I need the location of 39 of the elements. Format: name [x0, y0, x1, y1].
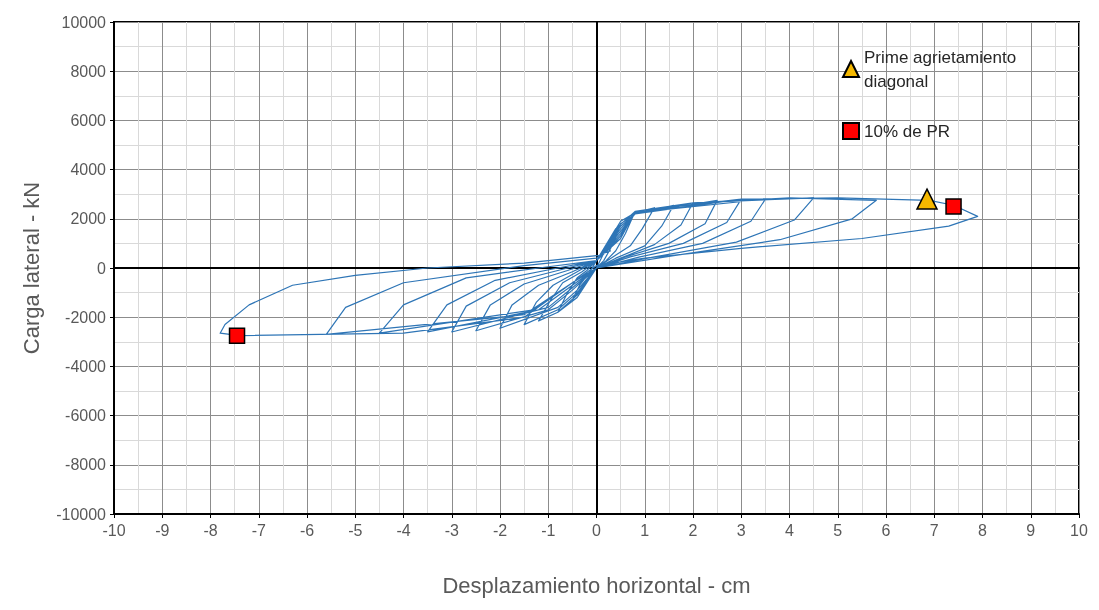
y-tick-label: 2000	[70, 210, 107, 228]
legend-label: 10% de PR	[864, 121, 950, 141]
x-tick-label: -8	[203, 521, 218, 539]
y-tick-label: 10000	[61, 13, 107, 31]
x-tick-label: -9	[155, 521, 170, 539]
legend-label: Prime agrietamiento diagonal	[864, 47, 1021, 91]
x-tick-label: -3	[444, 521, 459, 539]
x-tick-label: 0	[592, 521, 602, 539]
y-tick-label: 0	[97, 259, 107, 277]
x-tick-label: 2	[688, 521, 698, 539]
y-tick-label: -4000	[65, 357, 107, 375]
x-axis-title: Desplazamiento horizontal - cm	[442, 572, 751, 598]
x-tick-label: 4	[785, 521, 795, 539]
y-axis-title: Carga lateral - kN	[18, 181, 44, 355]
x-tick-label: -5	[348, 521, 363, 539]
x-tick-label: 3	[736, 521, 746, 539]
x-tick-label: 8	[978, 521, 988, 539]
x-tick-label: 9	[1026, 521, 1036, 539]
point	[916, 188, 938, 210]
x-tick-label: -10	[102, 521, 126, 539]
x-tick-label: 5	[833, 521, 843, 539]
x-tick-label: -6	[299, 521, 315, 539]
x-tick-label: -2	[492, 521, 508, 539]
x-tick-label: 6	[881, 521, 891, 539]
x-tick-label: 1	[640, 521, 650, 539]
y-tick-label: 6000	[70, 111, 107, 129]
y-tick-label: -10000	[56, 505, 107, 523]
x-tick-label: -1	[541, 521, 556, 539]
x-tick-label: -7	[251, 521, 266, 539]
y-tick-label: -6000	[65, 407, 107, 425]
point	[228, 327, 246, 344]
y-tick-label: 4000	[70, 161, 107, 179]
y-tick-label: -8000	[65, 456, 107, 474]
y-tick-label: 8000	[70, 62, 107, 80]
x-tick-label: 7	[929, 521, 939, 539]
x-tick-label: 10	[1070, 521, 1088, 539]
point	[945, 198, 962, 215]
y-tick-label: -2000	[65, 308, 107, 326]
x-tick-label: -4	[396, 521, 411, 539]
